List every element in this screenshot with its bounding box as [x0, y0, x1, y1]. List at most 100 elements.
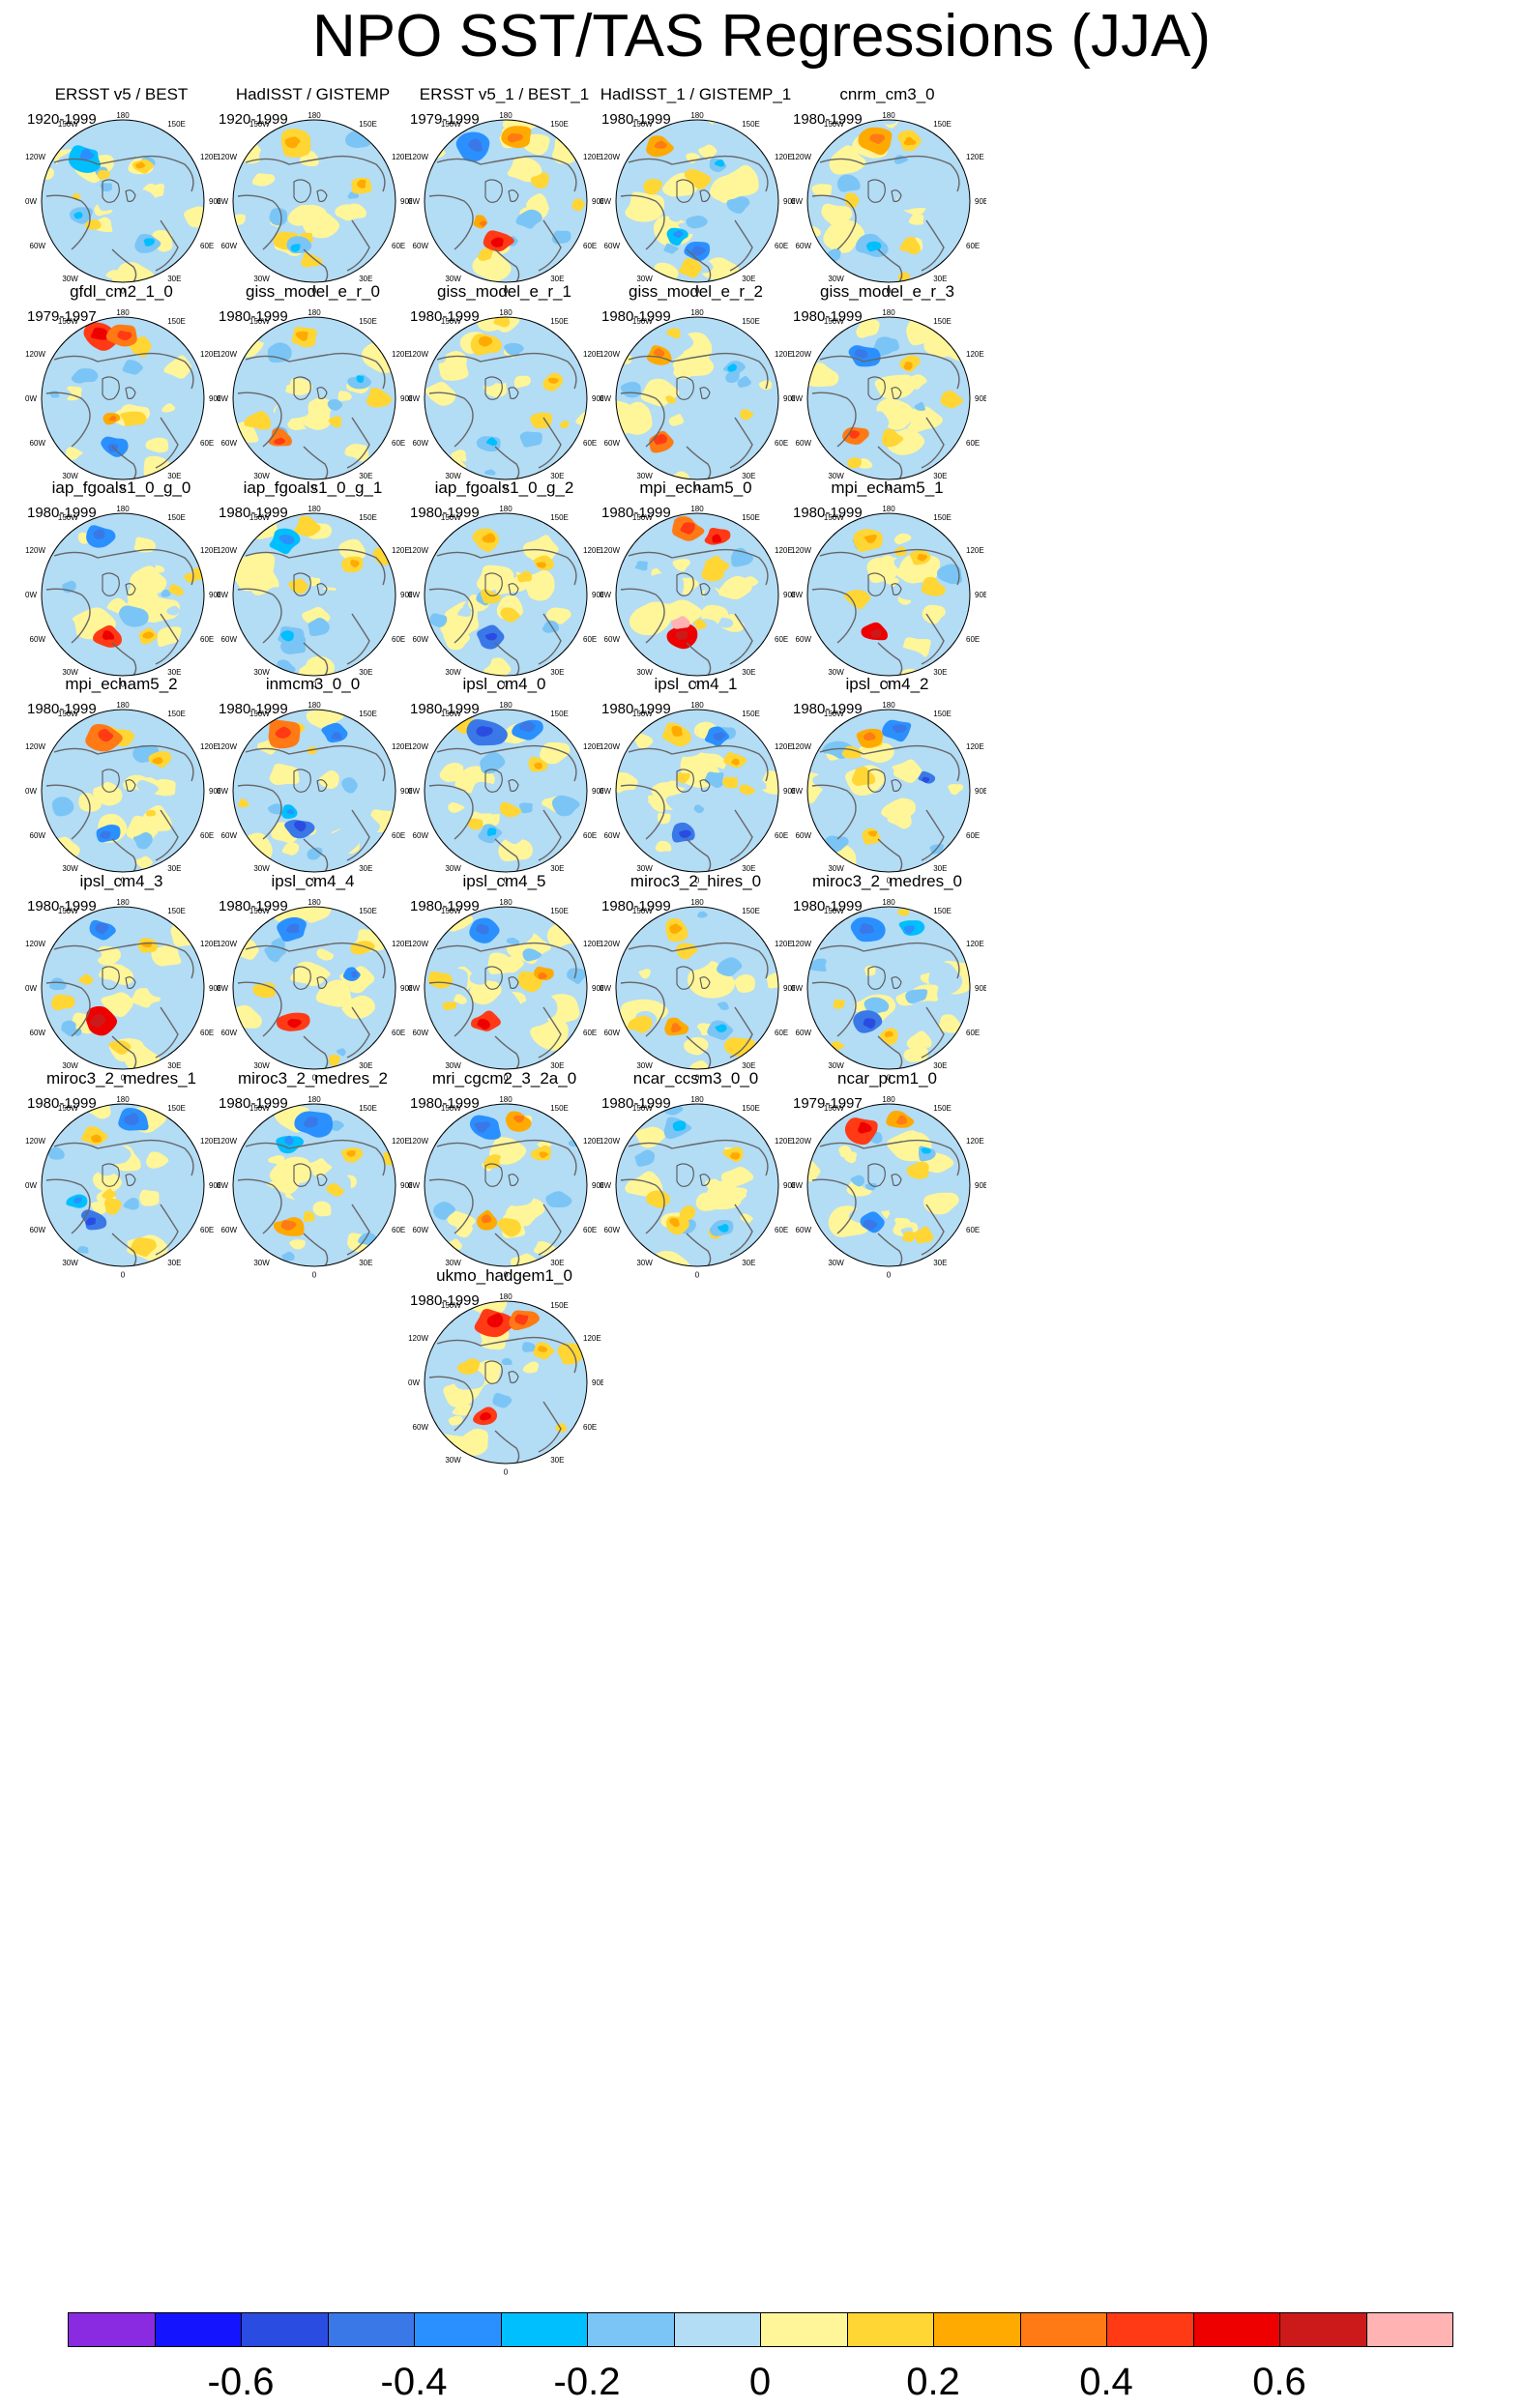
longitude-label-left: 90W: [600, 1181, 611, 1190]
longitude-label-lower-left: 60W: [413, 1226, 429, 1234]
longitude-label-bottom-left: 30W: [62, 864, 78, 873]
longitude-label-upper-left: 120W: [600, 350, 620, 359]
panel-title: iap_fgoals1_0_g_1: [243, 479, 383, 497]
longitude-label-lower-right: 60E: [966, 242, 980, 250]
longitude-label-bottom-left: 30W: [62, 472, 78, 480]
polar-map: 180 150W 150E 120W 120E 90W 90E 60W 60E 30W 30E 0: [217, 505, 412, 688]
map-panel: HadISST_1 / GISTEMP_1 1980-1999 180 150W 150…: [545, 85, 846, 394]
colorbar-swatch: [500, 2312, 588, 2347]
longitude-label-bottom-right: 30E: [742, 275, 755, 283]
longitude-label-bottom: 0: [312, 483, 317, 492]
longitude-label-upper-left: 120W: [600, 546, 620, 555]
longitude-label-top-right: 150E: [742, 907, 760, 915]
panel-period: 1980-1999: [601, 308, 671, 325]
longitude-label-top-right: 150E: [933, 317, 952, 326]
longitude-label-bottom-right: 30E: [359, 472, 372, 480]
longitude-label-upper-left: 120W: [791, 546, 811, 555]
longitude-label-lower-left: 60W: [221, 1029, 238, 1037]
polar-map: 180 150W 150E 120W 120E 90W 90E 60W 60E 30W 30E 0: [217, 1095, 412, 1279]
map-panel: ncar_pcm1_01979-1997180150W150E120W120E9…: [737, 1069, 1038, 1378]
longitude-label-top-right: 150E: [550, 317, 569, 326]
longitude-label-top-left: 150W: [58, 1104, 78, 1113]
map-panel: ipsl_cm4_41980-1999180150W150E120W120E90…: [162, 872, 463, 1181]
colorbar-label: 0.6: [1252, 2361, 1306, 2403]
longitude-label-top-right: 150E: [933, 513, 952, 522]
longitude-label-lower-right: 60E: [775, 242, 788, 250]
panel-title: inmcm3_0_0: [265, 675, 361, 693]
longitude-label-bottom-left: 30W: [828, 1259, 844, 1267]
longitude-label-right: 90E: [975, 197, 986, 206]
longitude-label-bottom-left: 30W: [253, 1061, 270, 1070]
longitude-label-right: 90E: [592, 1378, 603, 1387]
longitude-label-left: 90W: [25, 787, 37, 796]
longitude-label-lower-left: 60W: [413, 242, 429, 250]
longitude-label-top-right: 150E: [167, 1104, 186, 1113]
longitude-label-top-left: 150W: [58, 513, 78, 522]
panel-title: miroc3_2_medres_2: [238, 1069, 388, 1088]
longitude-label-bottom: 0: [695, 680, 700, 688]
longitude-label-top: 180: [690, 898, 704, 907]
longitude-label-upper-right: 120E: [966, 153, 984, 161]
longitude-label-upper-left: 120W: [217, 1137, 237, 1146]
panel-period: 1980-1999: [27, 898, 97, 914]
map-panel: mri_cgcm2_3_2a_0 1980-1999 180 150W 150E 120W…: [354, 1069, 655, 1378]
longitude-label-right: 90E: [975, 591, 986, 599]
panel-title: mpi_echam5_2: [65, 675, 178, 693]
longitude-label-right: 90E: [783, 394, 795, 403]
panel-period: 1980-1999: [601, 898, 671, 914]
longitude-label-top: 180: [690, 701, 704, 710]
map-panel: ERSST v5_1 / BEST_1 1979-1999 180 150W 150E 1…: [354, 85, 655, 394]
longitude-label-lower-left: 60W: [413, 1029, 429, 1037]
longitude-label-bottom: 0: [504, 483, 509, 492]
longitude-label-left: 90W: [408, 984, 420, 993]
longitude-label-top-right: 150E: [550, 120, 569, 129]
longitude-label-upper-left: 120W: [791, 350, 811, 359]
panel-period: 1980-1999: [410, 505, 480, 521]
longitude-label-lower-right: 60E: [966, 831, 980, 840]
panel-title: ncar_pcm1_0: [836, 1069, 937, 1088]
longitude-label-bottom: 0: [695, 483, 700, 492]
longitude-label-right: 90E: [400, 984, 412, 993]
longitude-label-lower-left: 60W: [796, 439, 812, 448]
map-panel: giss_model_e_r_3 1980-1999 180 150W 150E 120W…: [737, 282, 1038, 592]
longitude-label-upper-left: 120W: [408, 350, 428, 359]
longitude-label-top-left: 150W: [632, 907, 653, 915]
longitude-label-upper-left: 120W: [600, 742, 620, 751]
longitude-label-top-left: 150W: [441, 1301, 461, 1310]
longitude-label-right: 90E: [400, 591, 412, 599]
panel-period: 1979-1999: [410, 111, 480, 128]
panel-period: 1980-1999: [219, 505, 288, 521]
longitude-label-bottom-left: 30W: [445, 864, 461, 873]
longitude-label-top: 180: [882, 1095, 895, 1104]
longitude-label-bottom-left: 30W: [636, 275, 653, 283]
longitude-label-lower-left: 60W: [796, 635, 812, 644]
longitude-label-upper-right: 120E: [392, 940, 410, 948]
longitude-label-right: 90E: [400, 787, 412, 796]
longitude-label-top-left: 150W: [249, 907, 270, 915]
longitude-label-top-left: 150W: [632, 710, 653, 718]
longitude-label-top-right: 150E: [742, 317, 760, 326]
colorbar-label: 0: [748, 2361, 772, 2403]
longitude-label-bottom: 0: [121, 680, 126, 688]
polar-map: 180 150W 150E 120W 120E 90W 90E 60W 60E 30W 30E 0: [791, 111, 986, 295]
longitude-label-upper-left: 120W: [408, 742, 428, 751]
longitude-label-upper-left: 120W: [25, 350, 45, 359]
longitude-label-top-right: 150E: [933, 120, 952, 129]
longitude-label-upper-left: 120W: [791, 940, 811, 948]
longitude-label-left: 90W: [791, 591, 803, 599]
longitude-label-bottom-right: 30E: [933, 668, 947, 677]
longitude-label-lower-right: 60E: [775, 439, 788, 448]
longitude-label-bottom-right: 30E: [359, 275, 372, 283]
longitude-label-right: 90E: [592, 394, 603, 403]
polar-map: 180 150W 150E 120W 120E 90W 90E 60W 60E 30W 30E 0: [217, 111, 412, 295]
panel-title: cnrm_cm3_0: [839, 85, 935, 103]
longitude-label-bottom-right: 30E: [933, 275, 947, 283]
colorbar-swatch: [1019, 2312, 1107, 2347]
polar-map: 180 150W 150E 120W 120E 90W 90E 60W 60E 30W 30E 0: [25, 701, 220, 885]
map-panel: ipsl_cm4_11980-1999180150W150E120W120E90…: [545, 675, 846, 984]
longitude-label-top-left: 150W: [824, 710, 844, 718]
panel-period: 1980-1999: [219, 308, 288, 325]
map-panel: ipsl_cm4_31980-1999180150W150E120W120E90…: [0, 872, 272, 1181]
longitude-label-upper-right: 120E: [583, 742, 601, 751]
longitude-label-bottom: 0: [312, 286, 317, 295]
